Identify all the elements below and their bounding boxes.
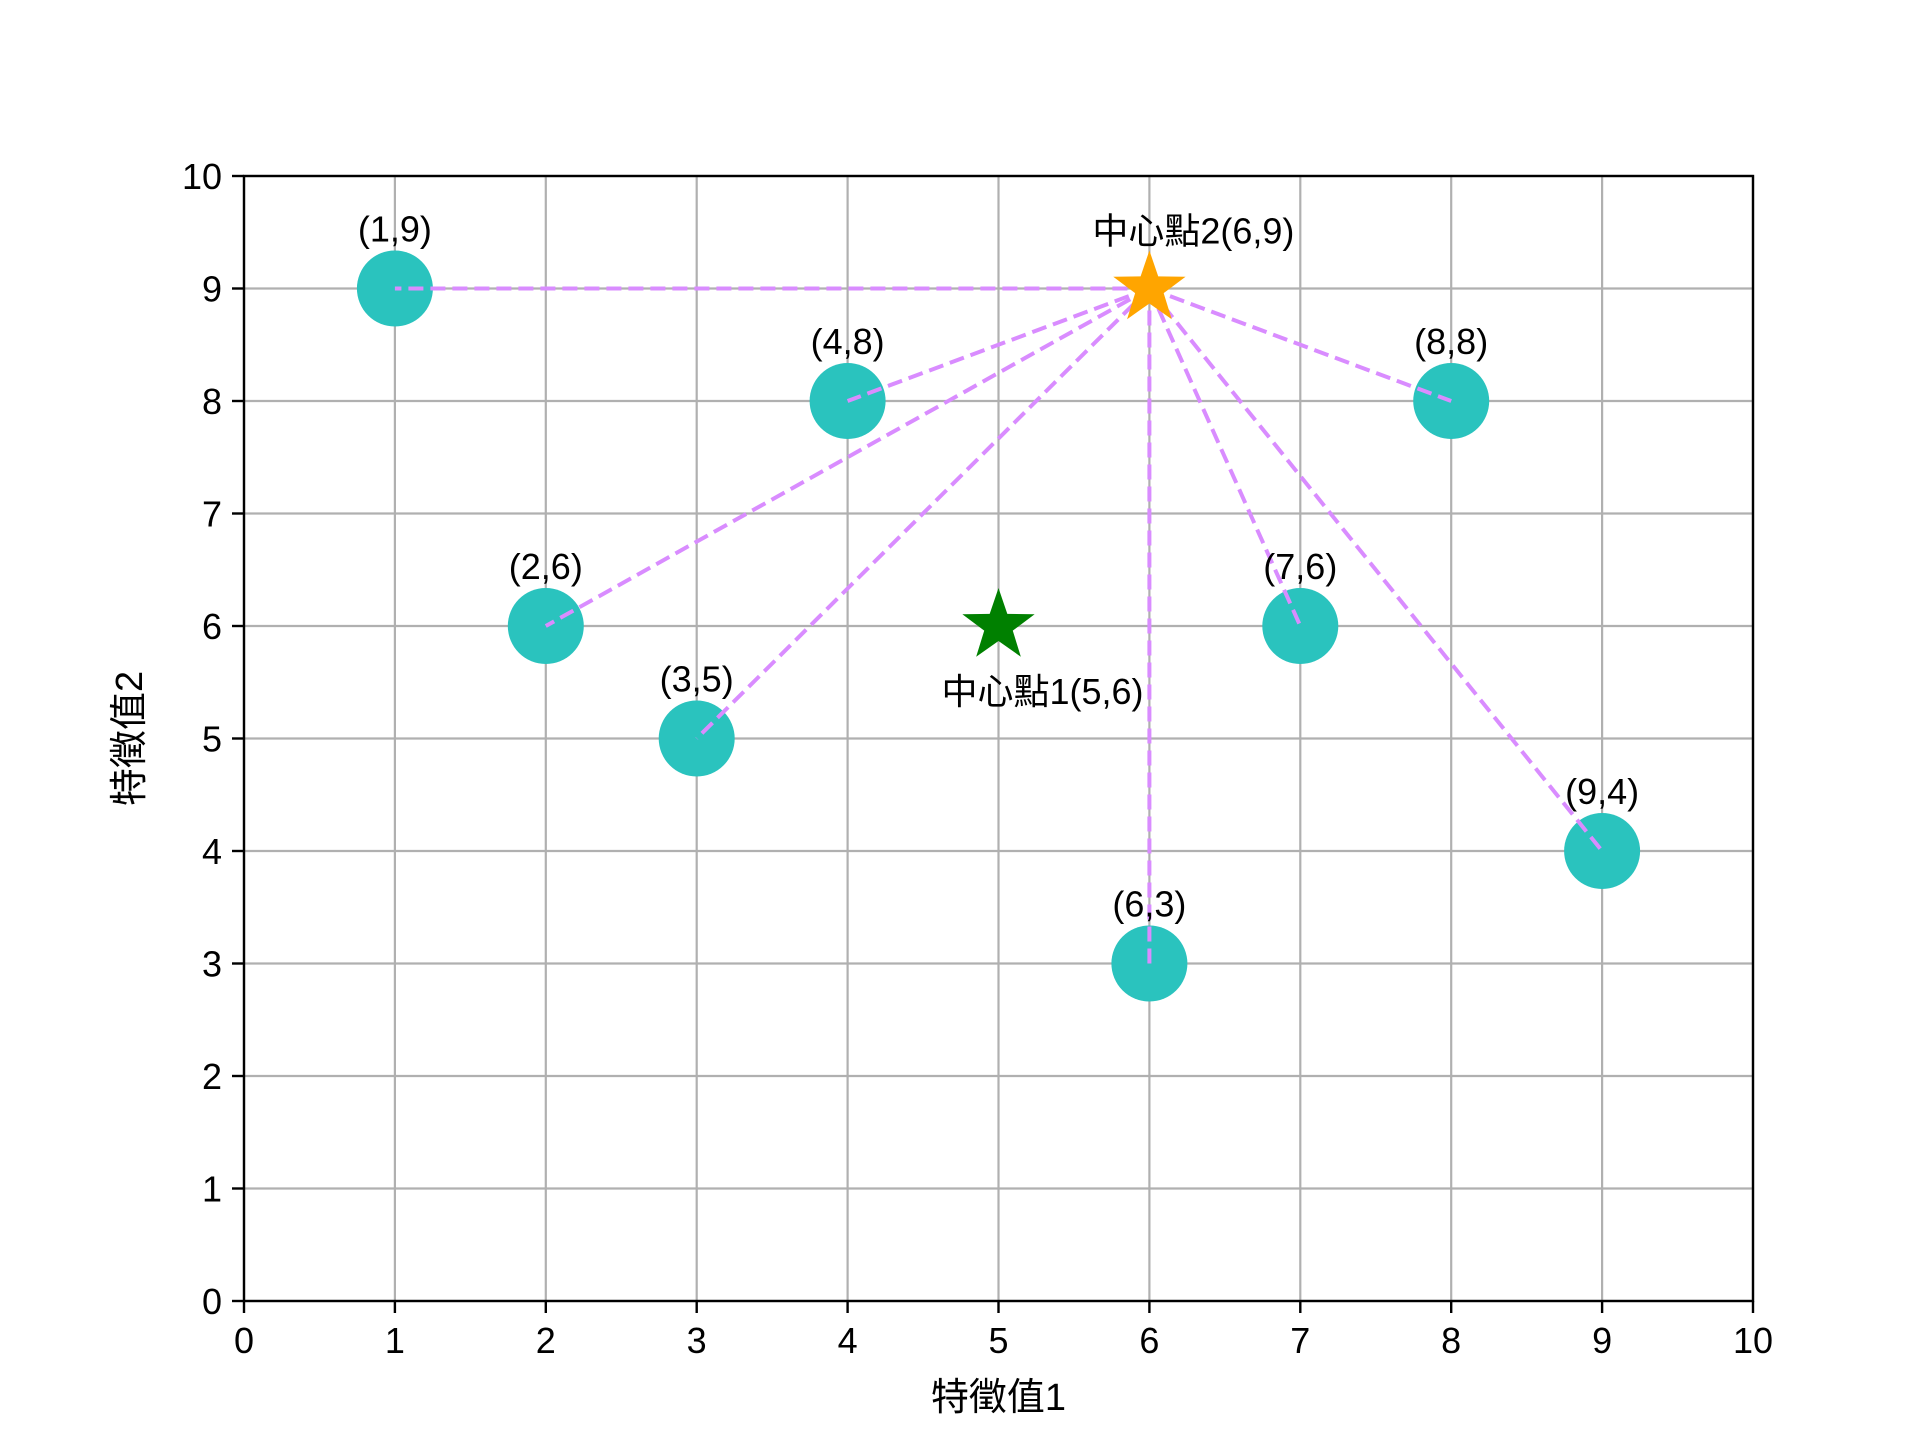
connection-line xyxy=(846,286,1151,403)
x-tick-label: 0 xyxy=(234,1320,254,1361)
center-label: 中心點1(5,6) xyxy=(941,671,1143,712)
center-label: 中心點2(6,9) xyxy=(1092,211,1294,252)
y-tick-label: 1 xyxy=(202,1169,222,1210)
y-tick-label: 7 xyxy=(202,494,222,535)
data-point xyxy=(1262,588,1339,664)
point-label: (8,8) xyxy=(1414,321,1488,362)
data-point xyxy=(356,250,433,327)
x-tick-label: 10 xyxy=(1733,1320,1773,1361)
x-tick-label: 4 xyxy=(838,1320,858,1361)
x-tick-label: 9 xyxy=(1592,1320,1612,1361)
point-label: (4,8) xyxy=(811,321,885,362)
x-tick-label: 1 xyxy=(385,1320,405,1361)
x-tick-label: 8 xyxy=(1441,1320,1461,1361)
point-label: (3,5) xyxy=(660,659,734,700)
connection-line xyxy=(1147,287,1604,853)
point-label: (2,6) xyxy=(509,546,583,587)
y-tick-label: 2 xyxy=(202,1056,222,1097)
y-tick-label: 8 xyxy=(202,381,222,422)
center-star-marker xyxy=(962,588,1035,657)
y-tick-label: 5 xyxy=(202,719,222,760)
y-tick-label: 9 xyxy=(202,269,222,310)
connection-line xyxy=(1148,286,1452,403)
y-tick-label: 3 xyxy=(202,944,222,985)
ticks-layer: 0 1 2 3 4 5 6 7 8 9 10 0 1 2 3 4 5 6 7 8 9 10 xyxy=(182,156,1773,1361)
connection-line xyxy=(695,287,1151,740)
connection-line xyxy=(1147,287,1303,627)
connection-line xyxy=(544,286,1151,628)
point-label: (1,9) xyxy=(358,209,432,250)
y-tick-label: 6 xyxy=(202,606,222,647)
x-tick-label: 3 xyxy=(687,1320,707,1361)
x-tick-label: 7 xyxy=(1290,1320,1310,1361)
x-tick-label: 2 xyxy=(536,1320,556,1361)
x-tick-label: 6 xyxy=(1139,1320,1159,1361)
y-axis-label: 特徵值2 xyxy=(109,671,151,806)
center-star-marker xyxy=(1113,250,1186,320)
x-tick-label: 5 xyxy=(988,1320,1008,1361)
data-point xyxy=(1564,813,1641,889)
point-label: (9,4) xyxy=(1565,771,1639,812)
x-axis-label: 特徵值1 xyxy=(931,1377,1066,1419)
connection-lines-layer xyxy=(394,286,1604,964)
y-tick-label: 4 xyxy=(202,831,222,872)
point-label: (6,3) xyxy=(1112,884,1186,925)
y-tick-label: 10 xyxy=(182,156,222,197)
labels-layer: (1,9) (2,6) (3,5) (4,8) (6,3) (7,6) (8,8) (9,4)… xyxy=(358,209,1639,925)
y-tick-label: 0 xyxy=(202,1281,222,1322)
point-label: (7,6) xyxy=(1263,546,1337,587)
